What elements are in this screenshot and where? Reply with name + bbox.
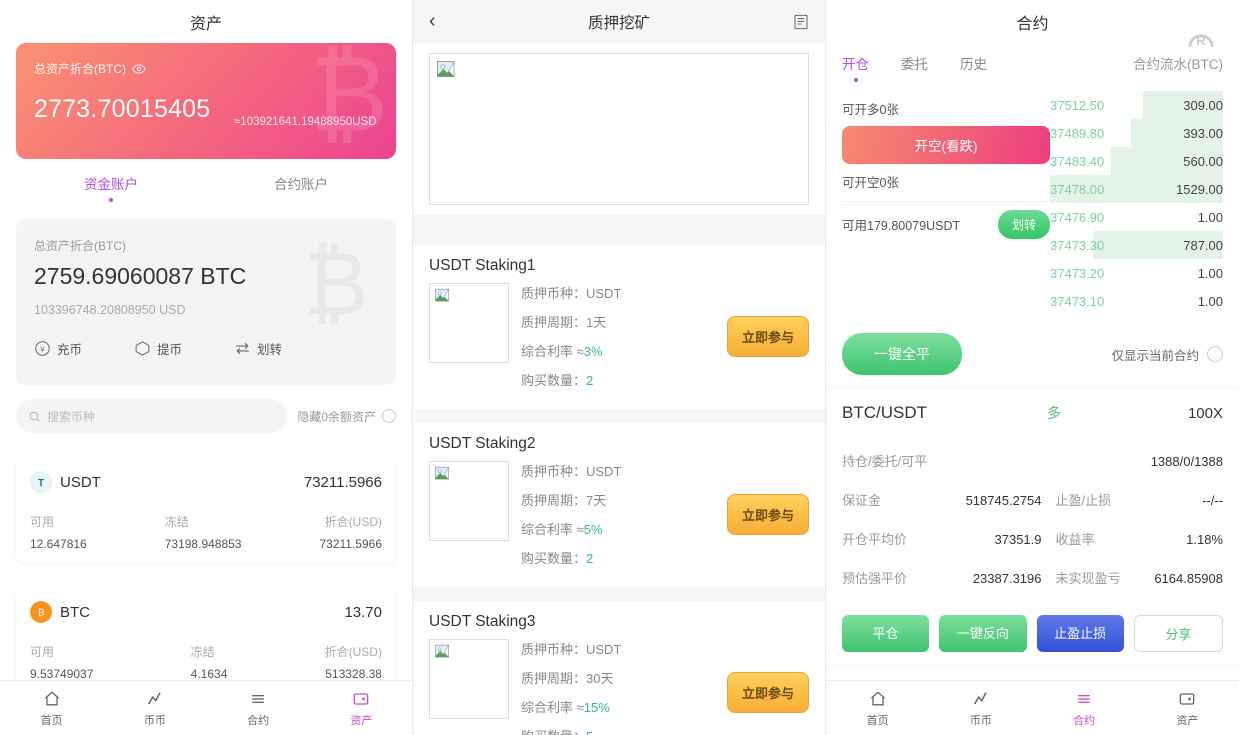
svg-text:T: T <box>38 478 45 489</box>
svg-text:₿: ₿ <box>304 235 369 333</box>
svg-text:₿: ₿ <box>310 43 388 154</box>
svg-text:¥: ¥ <box>40 345 45 354</box>
svg-text:₿: ₿ <box>37 607 44 618</box>
svg-text:R: R <box>1196 33 1206 48</box>
